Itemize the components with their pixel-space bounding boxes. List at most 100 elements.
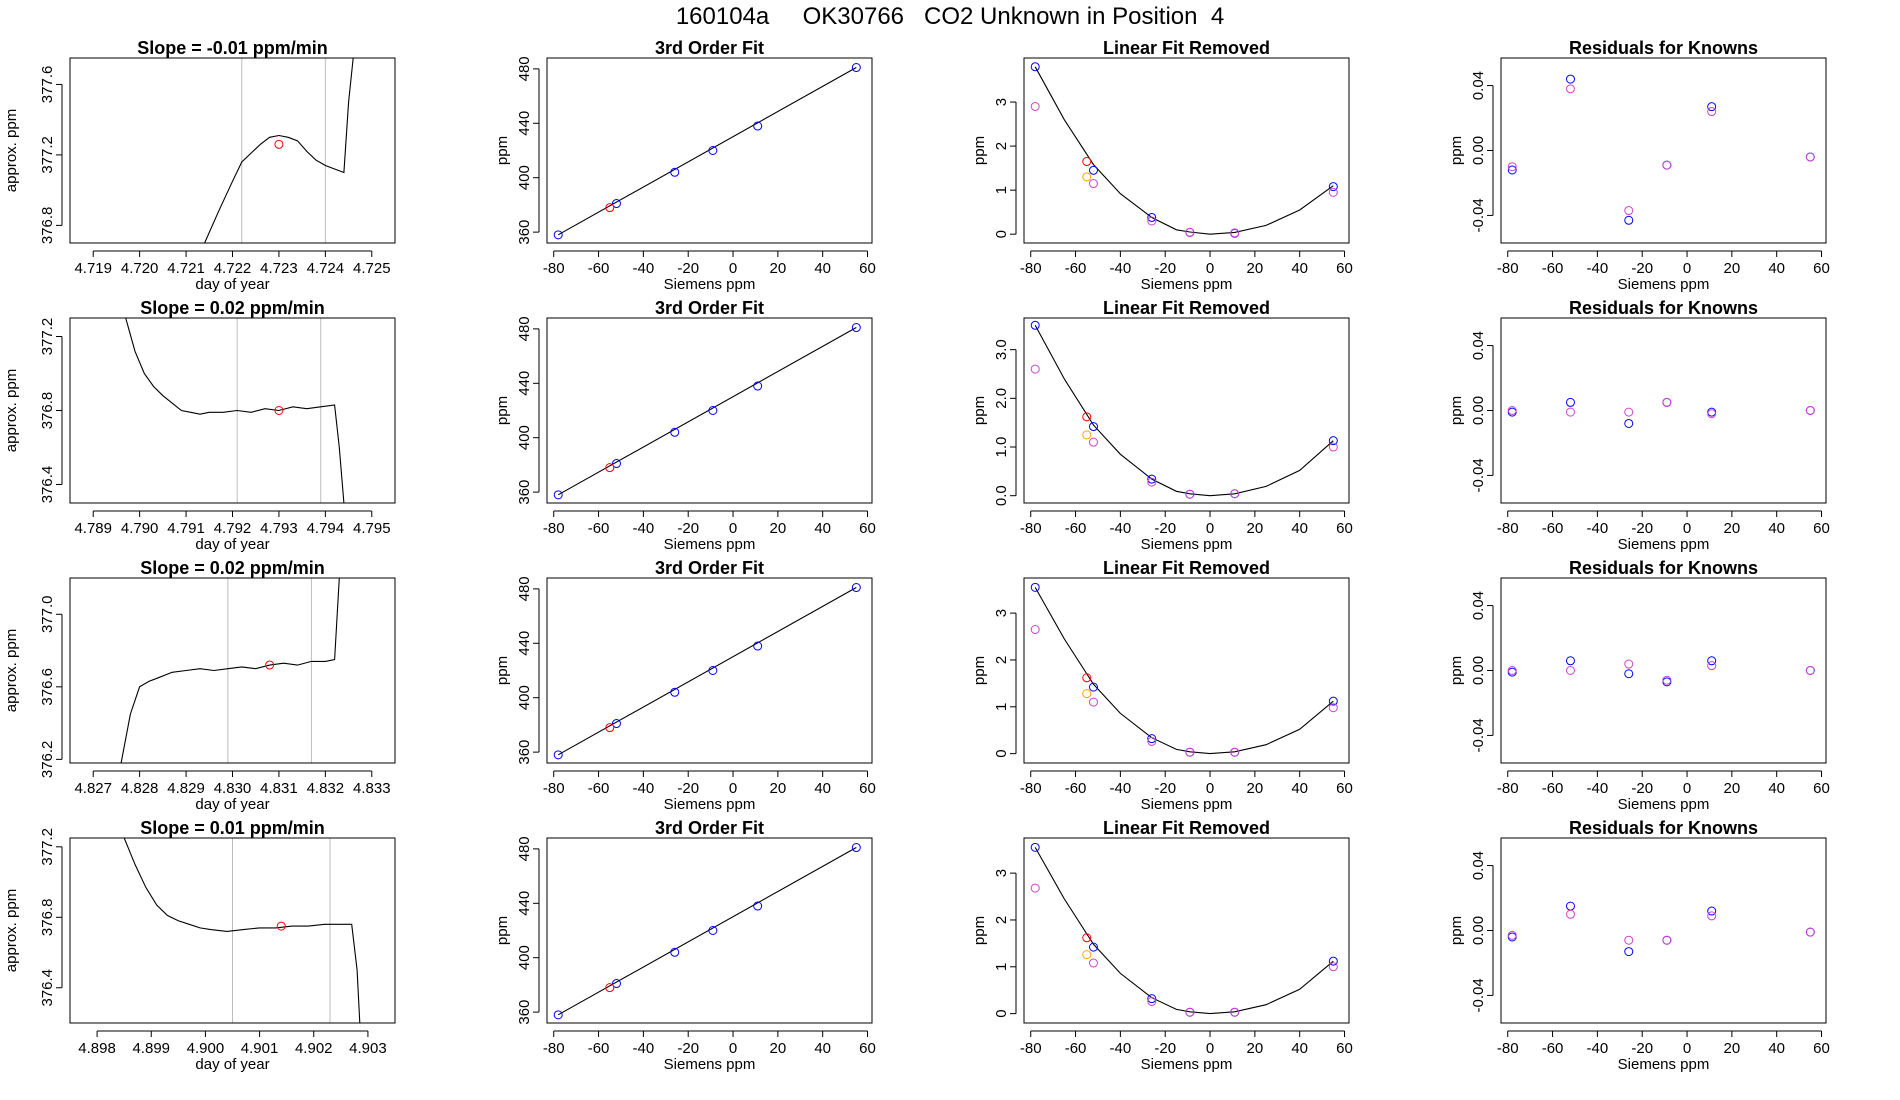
data-point-knowns: [1147, 474, 1157, 484]
x-tick-label: 40: [814, 780, 831, 797]
data-point-knowns: [1565, 656, 1575, 666]
x-tick-label: 40: [1768, 260, 1785, 277]
x-tick-label: -40: [633, 520, 655, 537]
x-tick-label: -40: [1587, 1040, 1609, 1057]
x-tick-label: 4.900: [187, 1040, 225, 1057]
y-tick-label: 360: [516, 1000, 533, 1025]
data-point-knowns: [1624, 947, 1634, 957]
x-tick-label: 0: [729, 780, 737, 797]
x-tick-label: -20: [1631, 1040, 1653, 1057]
x-tick-label: -40: [1110, 1040, 1132, 1057]
y-tick-label: 480: [516, 316, 533, 341]
x-tick-label: 0: [1683, 520, 1691, 537]
chart-panel: -80 -60 -40 -20 0 20 40 60 Siemens ppm 360 400 440 4…: [494, 38, 876, 293]
x-tick-label: 60: [1813, 1040, 1830, 1057]
y-tick-label: 377.2: [39, 136, 56, 174]
plot-frame: [1023, 57, 1350, 244]
chart-title: 3rd Order Fit: [655, 818, 764, 838]
plot-frame: [1500, 317, 1827, 504]
data-layer: [204, 58, 354, 243]
y-tick-label: 0.00: [1470, 136, 1487, 165]
x-axis-label: Siemens ppm: [1618, 536, 1710, 553]
x-tick-label: -40: [1587, 780, 1609, 797]
fit-line: [557, 847, 857, 1016]
x-tick-label: -80: [543, 260, 565, 277]
y-tick-label: -0.04: [1470, 458, 1487, 492]
x-tick-label: 4.899: [132, 1040, 170, 1057]
x-tick-label: -40: [1587, 520, 1609, 537]
x-tick-label: -20: [677, 1040, 699, 1057]
chart-panel: -80 -60 -40 -20 0 20 40 60 Siemens ppm 360 400 440 4…: [494, 298, 876, 553]
chart-panel: -80 -60 -40 -20 0 20 40 60 Siemens ppm -0.04 0.00 0…: [1448, 818, 1830, 1073]
y-tick-label: 0.04: [1470, 851, 1487, 880]
chart-title: Residuals for Knowns: [1569, 38, 1758, 58]
data-point-alt: [1707, 661, 1717, 671]
x-tick-label: -60: [588, 1040, 610, 1057]
data-point-knowns: [611, 979, 621, 989]
data-point-alt: [1088, 179, 1098, 189]
x-tick-label: 4.903: [349, 1040, 387, 1057]
data-point-knowns: [708, 406, 718, 415]
x-tick-label: -40: [1110, 780, 1132, 797]
data-point-knowns: [1328, 182, 1338, 192]
x-tick-label: 60: [859, 1040, 876, 1057]
data-point-knowns: [670, 427, 680, 437]
x-tick-label: 4.794: [307, 520, 345, 537]
y-tick-label: 2: [993, 142, 1010, 150]
x-axis-label: Siemens ppm: [664, 796, 756, 813]
x-tick-label: 40: [1291, 260, 1308, 277]
x-tick-label: 20: [770, 1040, 787, 1057]
data-point-knowns: [553, 1010, 563, 1020]
y-tick-label: 0.04: [1470, 71, 1487, 100]
y-tick-label: -0.04: [1470, 978, 1487, 1012]
data-point-alt: [1662, 160, 1672, 170]
y-tick-label: 377.2: [39, 828, 56, 866]
data-point-knowns: [753, 901, 763, 911]
y-tick-label: 376.8: [39, 392, 56, 430]
x-tick-label: 40: [1768, 780, 1785, 797]
x-tick-label: -60: [1542, 780, 1564, 797]
x-tick-label: -20: [1154, 780, 1176, 797]
data-point-alt: [1230, 228, 1240, 238]
x-tick-label: 20: [1724, 780, 1741, 797]
chart-panel: -80 -60 -40 -20 0 20 40 60 Siemens ppm 0.0 1.0 2.0 3…: [971, 298, 1353, 553]
x-tick-label: 4.725: [353, 260, 391, 277]
y-tick-label: 1: [993, 963, 1010, 971]
x-tick-label: 40: [1291, 520, 1308, 537]
x-tick-label: 4.827: [74, 780, 112, 797]
x-tick-label: 4.902: [295, 1040, 333, 1057]
x-tick-label: 60: [1813, 780, 1830, 797]
data-point-unknown: [1082, 157, 1092, 167]
data-point-unknown-alt: [1082, 689, 1092, 699]
data-point-alt: [1662, 675, 1672, 685]
x-axis-label: day of year: [195, 276, 269, 293]
data-layer: [1507, 397, 1815, 428]
data-point-knowns: [670, 167, 680, 177]
data-point-alt: [1147, 477, 1157, 487]
chart-panel: 4.789 4.790 4.791 4.792 4.793 4.794 4.795 day o…: [3, 298, 396, 553]
x-tick-label: 4.722: [214, 260, 252, 277]
fit-line: [557, 327, 857, 496]
y-tick-label: 0.04: [1470, 331, 1487, 360]
fit-line: [557, 67, 857, 236]
x-axis-label: day of year: [195, 536, 269, 553]
data-point-alt: [1147, 996, 1157, 1006]
data-point-alt: [1662, 397, 1672, 407]
x-tick-label: 4.833: [353, 780, 391, 797]
chart-panel: -80 -60 -40 -20 0 20 40 60 Siemens ppm -0.04 0.00 0…: [1448, 298, 1830, 553]
data-point-knowns: [553, 230, 563, 240]
plot-frame: [69, 837, 396, 1024]
x-tick-label: 4.901: [241, 1040, 279, 1057]
chart-panel: -80 -60 -40 -20 0 20 40 60 Siemens ppm 360 400 440 4…: [494, 818, 876, 1073]
data-layer: [1507, 656, 1815, 687]
x-tick-label: -20: [1154, 260, 1176, 277]
y-tick-label: 360: [516, 740, 533, 765]
chart-title: Linear Fit Removed: [1103, 558, 1270, 578]
data-point-alt: [1507, 162, 1517, 172]
plot-frame: [69, 57, 396, 244]
x-tick-label: 40: [814, 1040, 831, 1057]
x-tick-label: 0: [1683, 260, 1691, 277]
x-tick-label: 60: [1336, 520, 1353, 537]
y-axis-label: ppm: [1448, 396, 1465, 425]
y-axis-label: ppm: [971, 136, 988, 165]
